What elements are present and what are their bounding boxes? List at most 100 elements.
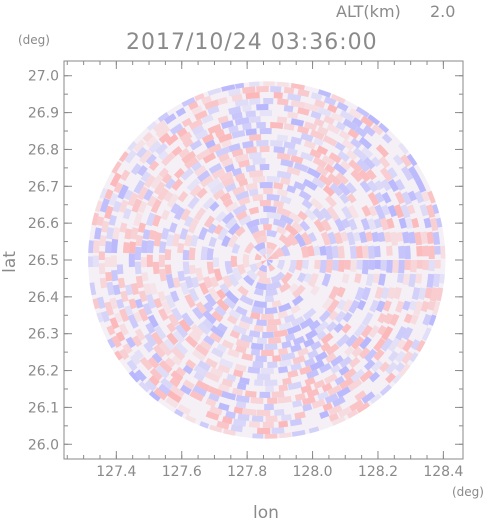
field-cell [152, 261, 160, 275]
field-cell [92, 255, 99, 268]
field-cell [106, 281, 115, 296]
field-cell [287, 148, 298, 157]
field-cell [307, 231, 317, 243]
y-tick-label: 26.8 [28, 142, 59, 158]
field-cell [242, 140, 254, 149]
field-cell [114, 312, 123, 323]
field-cell [238, 215, 252, 227]
field-cell [185, 335, 198, 348]
field-cell [177, 270, 186, 282]
field-cell [398, 141, 410, 155]
field-cell [134, 298, 144, 309]
field-cell [166, 332, 179, 346]
field-cell [248, 330, 261, 338]
field-cell [259, 128, 272, 135]
field-cell [270, 122, 284, 129]
field-cell [283, 105, 294, 113]
field-cell [383, 312, 394, 325]
field-cell [127, 313, 139, 329]
field-cell [295, 260, 303, 271]
x-unit-label: (deg) [452, 485, 484, 499]
field-cell [115, 331, 126, 342]
field-cell [288, 260, 297, 274]
field-cell [344, 260, 351, 270]
field-cell [273, 200, 285, 209]
field-cell [309, 359, 325, 372]
field-cell [242, 122, 252, 131]
field-cell [313, 137, 324, 147]
field-cell [190, 323, 204, 338]
field-cell [110, 238, 119, 254]
field-cell [255, 282, 267, 290]
field-cell [238, 178, 249, 187]
field-cell [110, 160, 122, 175]
field-cell [137, 165, 148, 177]
field-cell [244, 390, 257, 398]
field-cell [188, 264, 196, 275]
field-cell [279, 282, 291, 293]
field-cell [252, 194, 264, 202]
field-cell [371, 231, 380, 243]
field-cell [318, 310, 332, 323]
field-cell [158, 167, 169, 179]
field-cell [369, 299, 380, 313]
field-cell [228, 143, 241, 153]
field-cell [423, 217, 432, 229]
field-cell [327, 104, 338, 114]
field-cell [402, 326, 414, 341]
field-cell [414, 190, 425, 204]
field-cell [177, 404, 191, 416]
field-cell [316, 330, 327, 341]
field-cell [292, 335, 306, 346]
field-cell [170, 385, 185, 398]
field-cell [171, 355, 183, 366]
field-cell [137, 222, 146, 233]
field-cell [306, 369, 320, 380]
field-cell [109, 297, 119, 310]
field-cell [361, 205, 372, 217]
field-cell [335, 172, 349, 185]
field-cell [122, 343, 133, 355]
field-cell [110, 172, 122, 188]
field-cell [315, 165, 329, 177]
field-cell [203, 335, 215, 346]
field-cell [187, 218, 200, 234]
field-cell [380, 178, 392, 192]
field-cell [406, 204, 416, 215]
field-cell [130, 163, 142, 176]
field-cell [248, 116, 261, 124]
field-cell [380, 337, 393, 352]
field-cell [392, 374, 403, 385]
field-cell [105, 271, 113, 282]
field-cell [228, 106, 242, 115]
field-cell [300, 132, 314, 143]
field-cell [432, 301, 442, 316]
field-cell [195, 148, 211, 161]
field-cell [326, 321, 338, 333]
field-cell [190, 276, 200, 289]
field-cell [191, 105, 204, 116]
field-cell [350, 137, 362, 149]
field-cell [184, 234, 193, 247]
field-cell [429, 287, 439, 302]
field-cell [326, 299, 340, 314]
field-cell [264, 433, 278, 439]
field-cell [171, 307, 183, 322]
field-cell [385, 361, 398, 375]
field-cell [225, 410, 236, 419]
field-cell [279, 214, 294, 226]
field-cell [280, 195, 292, 205]
field-cell [263, 81, 275, 87]
field-cell [238, 196, 251, 206]
field-cell [256, 140, 269, 147]
field-cell [180, 95, 196, 108]
field-cell [137, 381, 150, 394]
field-cell [294, 411, 306, 420]
field-cell [207, 143, 222, 154]
field-cell [395, 300, 405, 313]
field-cell [290, 316, 305, 328]
field-cell [104, 205, 114, 220]
field-cell [221, 235, 231, 248]
field-cell [303, 140, 317, 150]
